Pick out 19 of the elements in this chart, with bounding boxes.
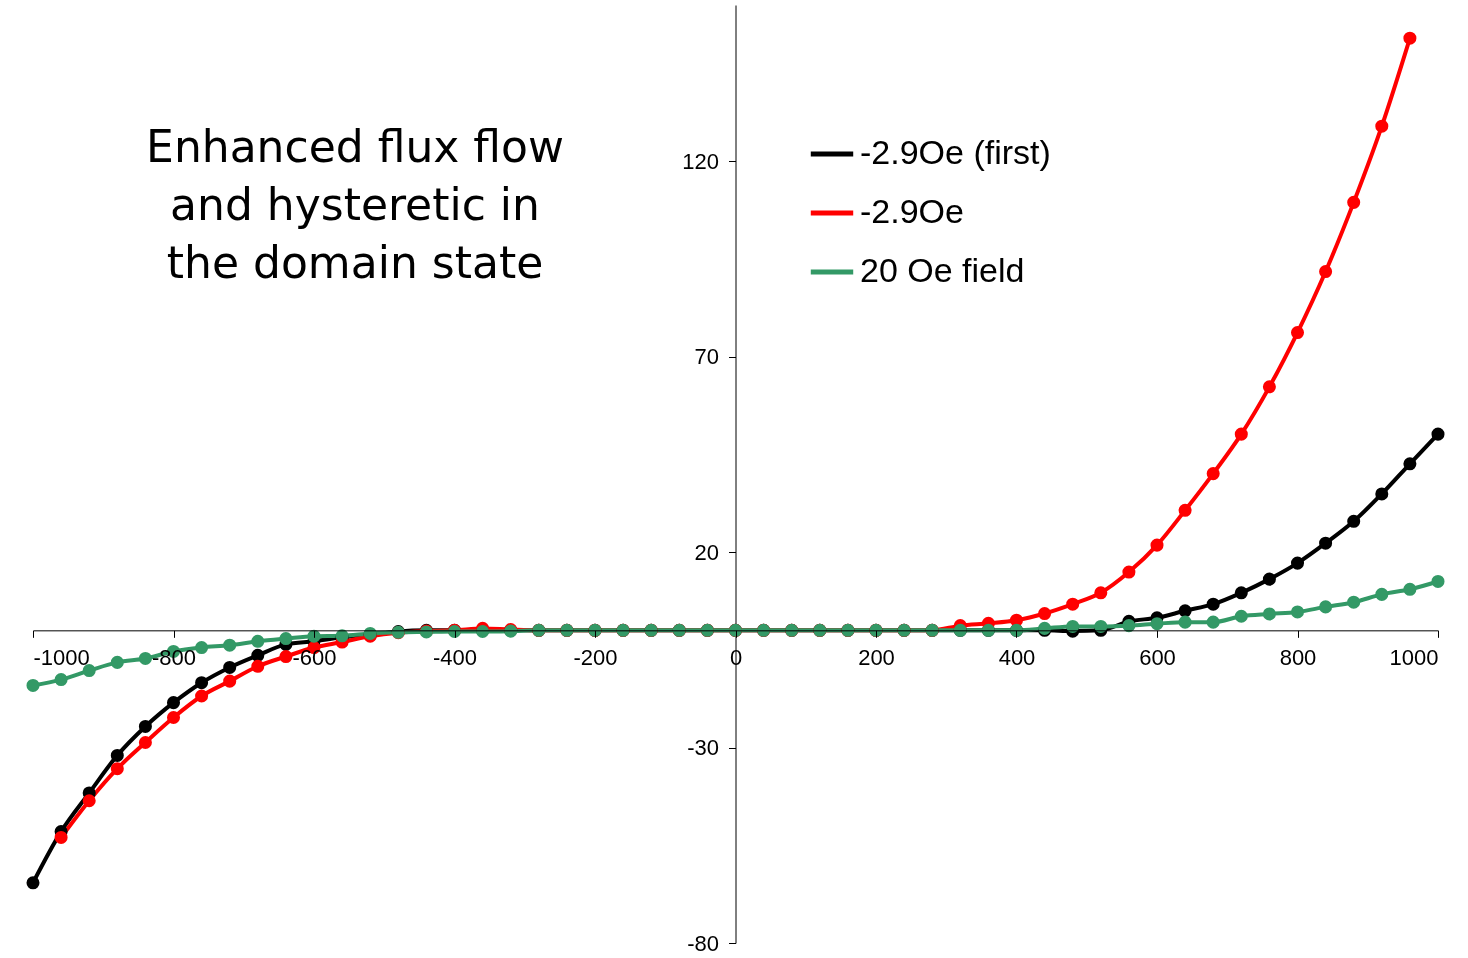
x-tick-label: -600: [292, 644, 337, 670]
legend-label: -2.9Oe: [860, 192, 964, 230]
x-tick-label: 200: [858, 644, 895, 670]
x-tick-label: -400: [432, 644, 478, 670]
y-tick-label: 20: [694, 539, 719, 565]
x-tick-label: 0: [729, 644, 743, 670]
x-tick-label: 400: [998, 644, 1036, 670]
x-tick-label: 800: [1279, 644, 1317, 670]
text: Enhanced flux flow and hysteretic in the domain state: [146, 121, 564, 288]
y-tick-label: -80: [687, 930, 719, 956]
x-tick-label: -1000: [33, 644, 90, 670]
legend-label: 20 Oe field: [860, 251, 1025, 289]
y-tick-label: 70: [694, 344, 719, 370]
y-tick-label: -30: [687, 735, 719, 761]
y-tick-label: 120: [682, 148, 719, 174]
x-tick-label: 600: [1139, 644, 1176, 670]
x-tick-label: -200: [573, 644, 618, 670]
legend-label: -2.9Oe (first): [860, 133, 1051, 171]
x-tick-label: 1000: [1389, 644, 1439, 670]
